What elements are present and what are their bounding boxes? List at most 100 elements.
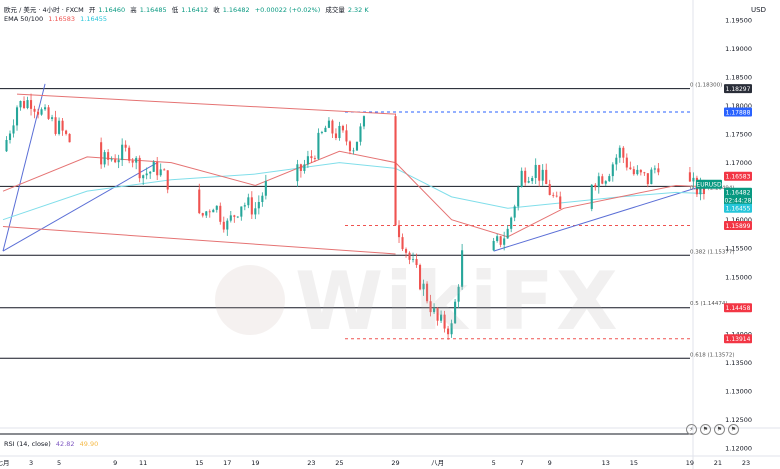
candle-body (103, 152, 106, 165)
candle-body (229, 215, 232, 221)
x-tick-label: 3 (29, 459, 33, 467)
ema50-value: 1.16583 (48, 15, 76, 23)
price-tag (724, 171, 752, 181)
price-tag-label: 1.16455 (726, 206, 751, 213)
candle-body (426, 283, 429, 302)
candle-body (545, 169, 548, 185)
candle-body (5, 140, 8, 152)
candle-body (36, 111, 40, 115)
candle-body (51, 117, 54, 119)
candle-body (264, 181, 267, 196)
price-axis[interactable]: 1.19500 1.19000 1.18500 1.18000 1.17500 1.170… (725, 16, 752, 452)
high-value: 1.16485 (139, 6, 167, 14)
candle-body (629, 167, 632, 170)
candle-body (114, 159, 117, 163)
candle-body (250, 197, 253, 215)
symbol-name: 欧元 / 美元 · 4小时 · FXCM (4, 6, 84, 14)
candle-body (166, 170, 169, 190)
candle-body (201, 213, 204, 216)
candle-body (611, 164, 614, 177)
candle-body (496, 236, 499, 241)
candle-body (145, 173, 148, 176)
ema-label: EMA 50/100 (4, 15, 44, 23)
ema100-value: 1.16455 (80, 15, 108, 23)
candle-body (54, 117, 57, 134)
candle-body (436, 308, 439, 321)
candle-body (107, 152, 110, 160)
candle-body (604, 181, 607, 184)
y-tick-label: 1.13500 (725, 359, 752, 367)
x-tick-label: 八月 (431, 459, 444, 467)
rsi-legend[interactable]: RSI (14, close) 42.82 49.90 (4, 440, 101, 448)
candle-body (692, 177, 695, 182)
candle-body (334, 133, 337, 139)
candle-body (538, 164, 541, 181)
trendline (2, 162, 158, 252)
ema-legend[interactable]: EMA 50/100 1.16583 1.16455 (4, 15, 110, 23)
chart-icons[interactable]: ⚡ ⚑ ⚑ ⚑ (686, 424, 739, 435)
fib-label: 0.5 (1.14474) (690, 301, 728, 307)
trendlines (2, 83, 705, 255)
candle-body (506, 228, 509, 239)
candle-body (254, 208, 257, 215)
candle-body (22, 101, 26, 109)
candle-body (454, 301, 457, 324)
candle-body (100, 142, 103, 165)
trendline (2, 226, 396, 255)
candle-body (559, 196, 562, 209)
candle-body (152, 161, 155, 172)
volume-value: 2.32 K (347, 6, 369, 14)
candle-body (461, 250, 464, 287)
candle-body (68, 133, 71, 143)
candle-body (520, 170, 523, 187)
flag-icon[interactable]: ⚑ (714, 424, 725, 435)
candles (5, 93, 705, 340)
y-tick-label: 1.12000 (725, 444, 752, 452)
candle-body (513, 206, 516, 218)
candle-body (212, 209, 215, 213)
candle-body (226, 220, 229, 230)
price-tag (724, 220, 752, 230)
fib-label: 0.618 (1.13572) (690, 352, 735, 358)
time-axis[interactable]: 七月 3 5 9 11 15 17 19 23 25 29 八月 5 7 9 13 15 19 21 23 (0, 458, 750, 467)
candle-body (401, 237, 404, 250)
symbol-header: 欧元 / 美元 · 4小时 · FXCM 开 1.16460 高 1.16485 低… (4, 6, 369, 14)
y-tick-label: 1.15500 (725, 245, 752, 253)
candle-body (247, 197, 250, 206)
open-value: 1.16460 (98, 6, 126, 14)
candle-body (236, 216, 239, 218)
candle-body (440, 314, 443, 321)
candle-body (411, 259, 415, 260)
close-value: 1.16482 (222, 6, 250, 14)
candle-body (163, 169, 166, 171)
price-tag (724, 334, 752, 344)
candle-body (138, 157, 141, 179)
x-tick-label: 25 (335, 459, 343, 467)
flag-icon[interactable]: ⚑ (700, 424, 711, 435)
candle-body (331, 120, 334, 134)
candle-body (299, 164, 302, 171)
candle-body (531, 177, 534, 182)
candle-body (650, 169, 653, 185)
flag-icon[interactable]: ⚑ (728, 424, 739, 435)
candle-body (524, 170, 527, 183)
candle-body (447, 328, 450, 335)
x-tick-label: 23 (307, 459, 315, 467)
candle-body (653, 168, 656, 170)
candle-body (215, 205, 218, 210)
candle-body (510, 217, 513, 229)
candle-body (394, 116, 397, 226)
candle-body (422, 283, 425, 290)
candle-body (639, 169, 642, 173)
lightning-icon[interactable]: ⚡ (686, 424, 697, 435)
candle-body (222, 221, 225, 230)
candle-body (348, 141, 352, 151)
x-tick-label: 7 (520, 459, 524, 467)
candle-body (205, 211, 208, 216)
price-tag-label: 1.16583 (726, 174, 751, 181)
y-tick-label: 1.19000 (725, 45, 752, 53)
candle-body (443, 314, 446, 329)
candle-body (110, 159, 113, 161)
x-tick-label: 19 (686, 459, 694, 467)
